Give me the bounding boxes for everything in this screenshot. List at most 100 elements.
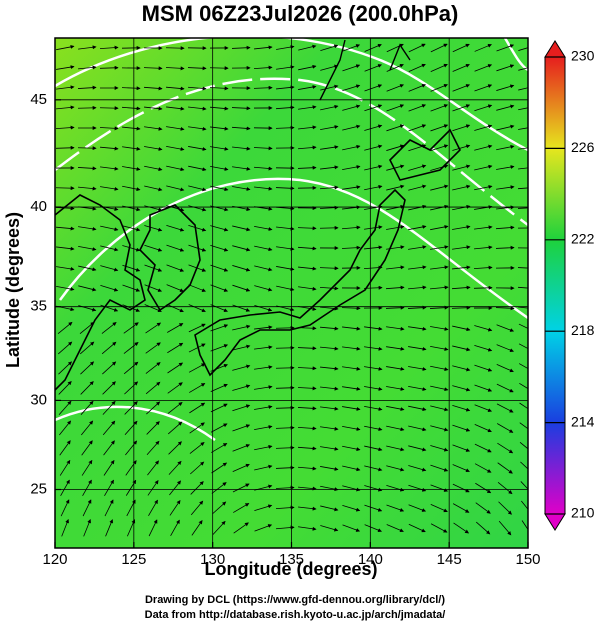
wind-arrow bbox=[190, 461, 205, 475]
wind-arrow bbox=[408, 84, 426, 92]
wind-arrow bbox=[56, 44, 75, 51]
wind-arrow bbox=[430, 405, 449, 412]
wind-arrow bbox=[474, 325, 493, 332]
wind-arrow bbox=[430, 326, 449, 331]
wind-arrow bbox=[58, 381, 72, 395]
plot-area bbox=[55, 38, 528, 548]
wind-arrow bbox=[364, 504, 383, 512]
wind-arrow bbox=[147, 460, 159, 476]
wind-arrow bbox=[408, 63, 426, 72]
wind-arrow bbox=[276, 285, 295, 292]
wind-arrow bbox=[452, 483, 470, 493]
wind-arrow bbox=[61, 519, 69, 537]
wind-arrow bbox=[276, 226, 295, 231]
wind-arrow bbox=[188, 284, 206, 292]
wind-arrow bbox=[364, 124, 383, 131]
colorbar-tick-label: 230 bbox=[571, 48, 595, 64]
wind-arrow bbox=[169, 499, 181, 516]
wind-arrow bbox=[210, 205, 229, 212]
wind-arrow bbox=[232, 284, 251, 292]
wind-arrow bbox=[167, 401, 183, 414]
wind-arrow bbox=[100, 146, 119, 151]
wind-arrow bbox=[232, 166, 251, 171]
wind-arrow bbox=[56, 246, 75, 251]
wind-arrow bbox=[122, 304, 141, 312]
wind-arrow bbox=[99, 65, 119, 70]
colorbar-tick-label: 210 bbox=[571, 505, 595, 521]
wind-arrow bbox=[430, 104, 449, 112]
wind-arrow bbox=[407, 305, 427, 310]
wind-arrow bbox=[212, 501, 227, 515]
wind-arrow bbox=[298, 286, 317, 291]
wind-arrow bbox=[429, 305, 449, 310]
wind-arrow bbox=[144, 106, 163, 111]
wind-arrow bbox=[496, 104, 515, 111]
wind-arrow bbox=[521, 500, 528, 510]
wind-arrow bbox=[342, 445, 361, 452]
y-tick-label: 35 bbox=[30, 298, 47, 315]
wind-arrow bbox=[452, 43, 470, 53]
wind-arrow bbox=[232, 404, 251, 412]
wind-arrow bbox=[233, 522, 249, 534]
wind-arrow bbox=[275, 105, 295, 110]
wind-arrow bbox=[298, 85, 317, 90]
wind-arrow bbox=[124, 401, 138, 415]
wind-arrow bbox=[144, 244, 163, 252]
wind-arrow bbox=[408, 224, 427, 231]
wind-arrow bbox=[452, 124, 471, 132]
wind-arrow bbox=[430, 265, 449, 270]
y-tick-label: 40 bbox=[30, 198, 47, 215]
wind-arrow bbox=[253, 65, 273, 70]
wind-arrow bbox=[56, 285, 75, 291]
wind-arrow bbox=[232, 324, 251, 331]
wind-arrow bbox=[451, 305, 471, 310]
wind-arrow bbox=[496, 383, 514, 393]
wind-arrow bbox=[408, 366, 427, 371]
wind-arrow bbox=[232, 483, 250, 493]
wind-arrow bbox=[144, 165, 163, 172]
wind-arrow bbox=[408, 346, 427, 351]
wind-arrow bbox=[496, 423, 514, 433]
wind-arrow bbox=[166, 145, 185, 151]
wind-arrow bbox=[104, 499, 114, 517]
wind-arrow bbox=[386, 405, 405, 412]
wind-arrow bbox=[210, 264, 229, 272]
x-tick-label: 120 bbox=[42, 551, 67, 568]
wind-arrow bbox=[408, 104, 427, 112]
wind-arrow bbox=[320, 326, 339, 331]
wind-arrow bbox=[518, 343, 528, 349]
wind-arrow bbox=[254, 385, 273, 390]
wind-arrow bbox=[342, 406, 361, 411]
wind-arrow bbox=[320, 84, 339, 91]
wind-arrow bbox=[231, 45, 251, 50]
wind-arrow bbox=[408, 43, 426, 53]
wind-arrow bbox=[148, 519, 158, 537]
wind-arrow bbox=[497, 462, 513, 474]
wind-arrow bbox=[276, 246, 295, 251]
wind-arrow bbox=[342, 524, 361, 532]
wind-arrow bbox=[78, 45, 97, 50]
wind-arrow bbox=[298, 486, 317, 491]
wind-arrow bbox=[495, 225, 515, 230]
title: MSM 06Z23Jul2026 (200.0hPa) bbox=[142, 1, 459, 26]
wind-arrow bbox=[144, 126, 163, 131]
wind-arrow bbox=[408, 265, 427, 270]
wind-arrow bbox=[190, 500, 204, 516]
wind-arrow bbox=[430, 164, 449, 171]
wind-arrow bbox=[320, 525, 339, 532]
wind-arrow bbox=[386, 386, 405, 391]
wind-arrow bbox=[518, 167, 528, 170]
wind-arrow bbox=[451, 285, 471, 290]
wind-arrow bbox=[474, 245, 493, 250]
colorbar-extend-top bbox=[544, 40, 566, 58]
wind-arrow bbox=[59, 459, 71, 476]
credit: Data from http://database.rish.kyoto-u.a… bbox=[145, 609, 446, 621]
wind-arrow bbox=[386, 326, 405, 331]
wind-arrow bbox=[386, 43, 404, 53]
wind-arrow bbox=[517, 267, 528, 269]
wind-arrow bbox=[474, 384, 493, 392]
wind-arrow bbox=[496, 124, 515, 131]
wind-arrow bbox=[100, 186, 119, 191]
wind-arrow bbox=[496, 44, 515, 52]
wind-arrow bbox=[100, 304, 119, 312]
